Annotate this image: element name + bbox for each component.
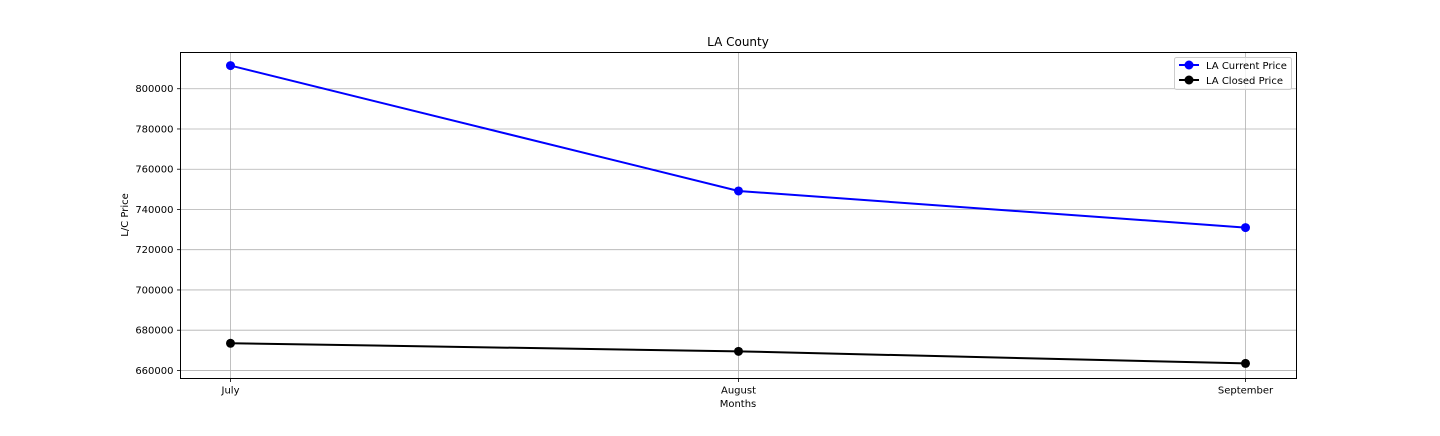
legend-label-current: LA Current Price: [1206, 61, 1287, 72]
series-1-point: [1241, 358, 1250, 368]
legend: LA Current Price LA Closed Price: [1174, 57, 1292, 90]
x-axis-label: Months: [720, 399, 757, 410]
x-tick-label: July: [221, 386, 240, 397]
series-0-point: [226, 61, 235, 71]
y-tick-label: 660000: [135, 366, 173, 377]
y-tick-label: 680000: [135, 326, 173, 337]
series-0-point: [1241, 223, 1250, 233]
legend-swatch-closed-marker: [1184, 75, 1194, 85]
series-1-point: [226, 338, 235, 348]
y-tick-label: 700000: [135, 285, 173, 296]
y-axis-label: L/C Price: [120, 193, 131, 237]
x-tick-label: September: [1218, 386, 1274, 397]
legend-swatch-current-marker: [1184, 60, 1194, 70]
series-line-0: [230, 64, 1246, 229]
legend-box: [1174, 57, 1292, 90]
series-0-point: [734, 186, 743, 196]
y-tick-label: 780000: [135, 124, 173, 135]
x-axis-ticks: July August September: [221, 378, 1274, 397]
y-axis-ticks: 660000 680000 700000 720000 740000 760000 7800…: [135, 84, 181, 377]
y-tick-label: 760000: [135, 165, 173, 176]
x-tick-label: August: [721, 386, 756, 397]
chart-title: LA County: [707, 35, 769, 49]
legend-label-closed: LA Closed Price: [1206, 76, 1283, 87]
series-lines: [226, 61, 1250, 368]
grid: [180, 52, 1297, 379]
y-tick-label: 800000: [135, 84, 173, 95]
y-tick-label: 720000: [135, 245, 173, 256]
y-tick-label: 740000: [135, 205, 173, 216]
series-1-point: [734, 346, 743, 356]
